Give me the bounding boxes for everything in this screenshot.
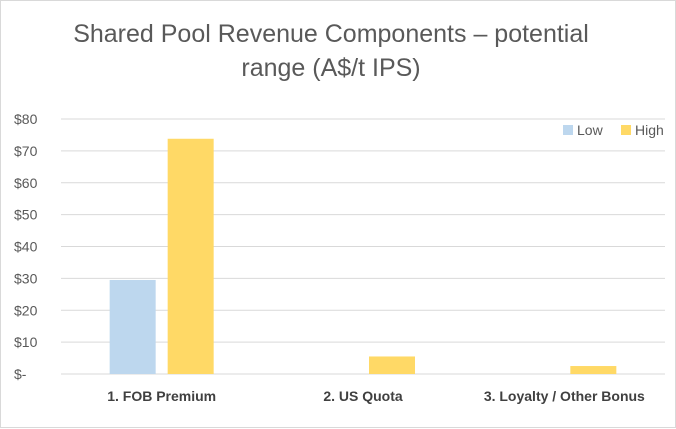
bar-low: [109, 279, 156, 374]
bar-high: [570, 366, 617, 374]
y-tick-label: $80: [14, 111, 38, 127]
legend-swatch-high: [621, 125, 631, 135]
legend-label-low: Low: [577, 122, 604, 138]
y-tick-label: $60: [14, 175, 38, 191]
chart-title: Shared Pool Revenue Components – potenti…: [61, 17, 601, 85]
legend-swatch-low: [563, 125, 573, 135]
bar-high: [167, 138, 214, 374]
y-tick-label: $50: [14, 207, 38, 223]
chart-title-line-2: range (A$/t IPS): [241, 54, 421, 82]
y-tick-label: $10: [14, 334, 38, 350]
x-tick-label: 1. FOB Premium: [107, 388, 216, 404]
y-tick-label: $-: [14, 366, 27, 382]
y-tick-label: $20: [14, 302, 38, 318]
x-tick-label: 3. Loyalty / Other Bonus: [484, 388, 645, 404]
bar-high: [369, 356, 415, 374]
y-tick-label: $70: [14, 143, 38, 159]
y-tick-label: $30: [14, 270, 38, 286]
chart-title-line-1: Shared Pool Revenue Components – potenti…: [73, 20, 589, 48]
legend-label-high: High: [635, 122, 664, 138]
y-tick-label: $40: [14, 239, 38, 255]
x-tick-label: 2. US Quota: [323, 388, 403, 404]
